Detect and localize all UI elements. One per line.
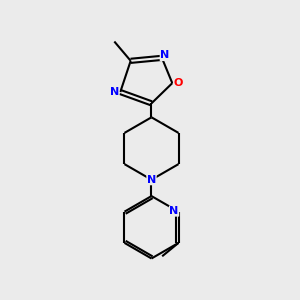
Text: N: N xyxy=(110,87,119,97)
Text: N: N xyxy=(160,50,170,61)
Text: N: N xyxy=(147,175,156,185)
Text: O: O xyxy=(173,78,183,88)
Text: N: N xyxy=(169,206,179,216)
